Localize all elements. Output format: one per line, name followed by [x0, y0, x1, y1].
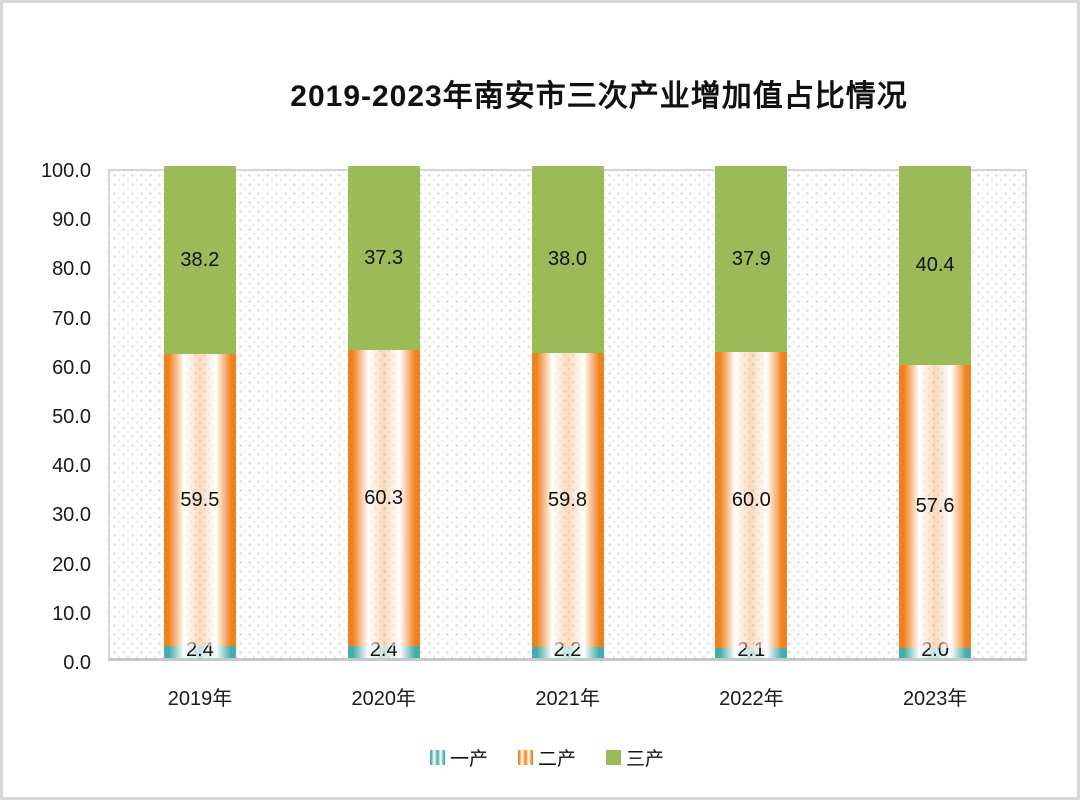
bar-segment: [715, 647, 788, 658]
data-label: 60.3: [364, 486, 404, 509]
bar-segment: [347, 166, 420, 350]
legend-marker-icon: [517, 750, 533, 765]
data-label: 40.4: [915, 254, 955, 277]
bar-segment: [531, 352, 604, 648]
y-axis-tick-label: 70.0: [52, 307, 91, 330]
plot-area: 2.4 59.5 38.2 2.4 60.3 37.3 2.2 59.8 38.0 2.1 60.0…: [108, 166, 1027, 661]
legend-marker-icon: [429, 750, 445, 765]
legend-label: 二产: [537, 749, 576, 770]
bar-segment: [531, 647, 604, 658]
chart-title: 2019-2023年南安市三次产业增加值占比情况: [290, 80, 908, 113]
bar-segment: [899, 166, 972, 365]
y-axis-tick-label: 60.0: [52, 356, 91, 379]
data-label: 57.6: [915, 495, 955, 518]
bar-segment: [531, 166, 604, 353]
data-label: 38.2: [180, 248, 220, 271]
y-axis-tick-label: 0.0: [63, 652, 91, 674]
legend: 一产 二产 三产: [3, 744, 1077, 771]
bar-segment: [899, 364, 972, 649]
legend-label: 一产: [449, 749, 488, 770]
x-axis-category-label: 2020年: [351, 688, 417, 710]
y-axis-tick-label: 100.0: [40, 160, 91, 182]
y-axis-tick-label: 90.0: [52, 209, 91, 232]
bar-segment: [347, 646, 420, 658]
bar-segment: [347, 349, 420, 647]
y-axis-tick-label: 80.0: [52, 258, 91, 281]
data-label: 59.8: [548, 489, 587, 512]
legend-marker-icon: [606, 750, 621, 765]
legend-item: 一产: [429, 744, 488, 771]
y-axis-tick-label: 20.0: [52, 553, 91, 576]
data-label: 38.0: [548, 248, 587, 271]
y-axis-tick-label: 50.0: [52, 406, 91, 428]
bar-segment: [715, 166, 788, 353]
x-axis-category-label: 2022年: [719, 688, 784, 710]
x-axis-category-label: 2023年: [902, 688, 968, 710]
legend-item: 三产: [606, 744, 664, 771]
bar-segment: [715, 352, 788, 648]
data-label: 37.3: [364, 246, 404, 269]
bar-segment: [163, 353, 236, 647]
legend-label: 三产: [626, 749, 665, 770]
x-axis-category-label: 2021年: [535, 688, 600, 710]
data-label: 59.5: [180, 488, 220, 511]
data-label: 60.0: [731, 489, 771, 512]
legend-item: 二产: [517, 744, 576, 771]
y-axis-tick-label: 10.0: [52, 602, 91, 625]
y-axis-tick-label: 30.0: [52, 504, 91, 527]
bar-segment: [163, 646, 236, 658]
bar-segment: [163, 166, 236, 354]
y-axis-tick-label: 40.0: [52, 455, 91, 478]
data-label: 37.9: [731, 248, 771, 271]
x-axis-category-label: 2019年: [167, 688, 233, 710]
bar-segment: [899, 648, 972, 658]
